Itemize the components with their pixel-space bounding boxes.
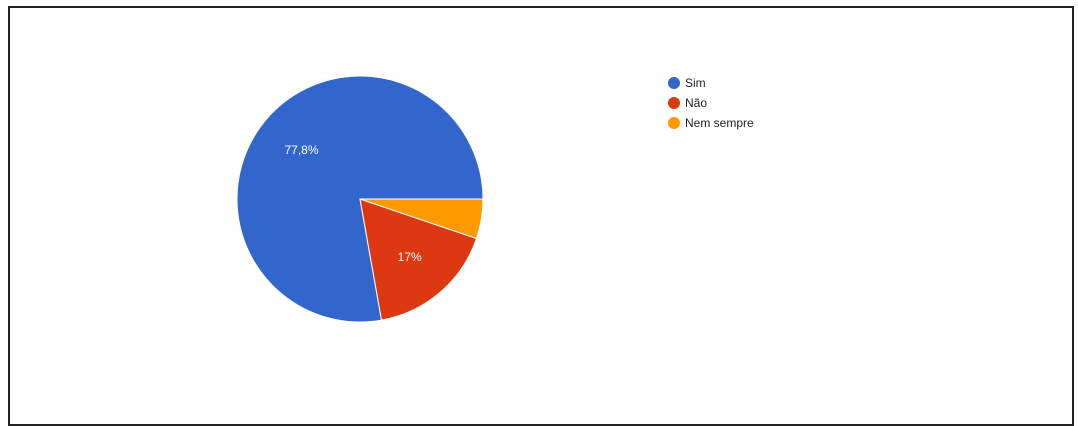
pie-slice-n-o[interactable] [359,198,478,321]
legend-marker [668,117,680,129]
pie-chart: 77,8% 17% Sim Não Nem sempre [236,75,754,323]
pie-slice-labels: 77,8% 17% [284,143,422,264]
legend-marker [668,97,680,109]
legend-marker [668,77,680,89]
legend-label[interactable]: Nem sempre [685,116,754,130]
slice-value-label: 77,8% [284,143,318,157]
pie-slices [236,75,484,323]
slice-value-label: 17% [398,250,422,264]
legend-label[interactable]: Sim [685,76,706,90]
chart-frame [8,6,1074,426]
legend: Sim Não Nem sempre [668,76,754,130]
legend-label[interactable]: Não [685,96,707,110]
pie-slice-nem-sempre[interactable] [359,198,484,240]
